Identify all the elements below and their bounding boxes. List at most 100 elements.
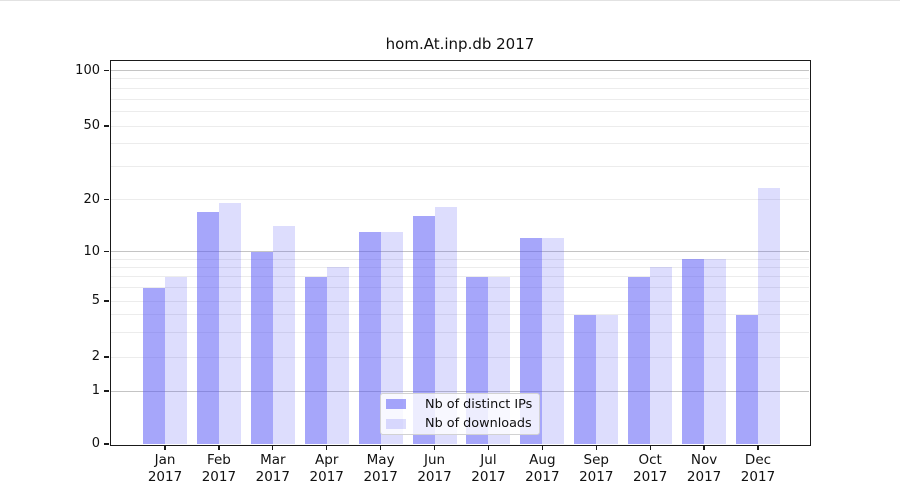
legend-label-distinct-ips: Nb of distinct IPs: [425, 396, 533, 412]
gridline-minor: [110, 110, 809, 112]
x-tick-year: 2017: [525, 468, 560, 485]
y-tick-label: 0: [91, 436, 100, 451]
x-tick-year: 2017: [417, 468, 452, 485]
x-tick-year: 2017: [632, 468, 668, 485]
bar-downloads: [326, 267, 349, 444]
gridline-major: [110, 251, 809, 252]
x-tick-month: Dec: [744, 452, 772, 468]
y-tick-label: 20: [83, 191, 100, 207]
x-tick-label-may: May 2017: [349, 452, 413, 485]
x-tick-label-jan: Jan 2017: [133, 452, 197, 485]
x-tick-mark: [649, 446, 651, 450]
x-tick-label-feb: Feb 2017: [187, 452, 251, 485]
bar-distinct-ips: [574, 314, 597, 444]
x-tick-mark: [541, 446, 543, 450]
gridline-minor: [110, 331, 809, 333]
bar-distinct-ips: [628, 276, 651, 444]
chart-title: hom.At.inp.db 2017: [385, 35, 535, 53]
gridline-minor: [110, 314, 809, 316]
bar-distinct-ips: [520, 237, 543, 444]
legend-label-downloads: Nb of downloads: [425, 416, 532, 432]
x-tick-year: 2017: [471, 468, 506, 485]
x-tick-label-oct: Oct 2017: [618, 452, 682, 485]
x-tick-month: Oct: [638, 452, 662, 468]
x-tick-year: 2017: [255, 468, 290, 485]
bar-distinct-ips: [196, 211, 219, 444]
gridline-minor: [110, 125, 809, 127]
bar-downloads: [757, 188, 780, 444]
y-tick-label: 50: [83, 118, 100, 133]
bar-distinct-ips: [735, 314, 758, 444]
y-tick-mark: [104, 300, 109, 302]
x-tick-mark: [487, 446, 490, 450]
gridline-minor: [110, 356, 809, 358]
x-tick-mark: [326, 446, 328, 450]
y-tick-mark: [104, 390, 109, 392]
bar-downloads: [380, 231, 403, 444]
y-tick-label: 1: [91, 383, 100, 398]
gridline-minor: [110, 300, 809, 302]
x-tick-label-dec: Dec 2017: [726, 452, 790, 485]
x-tick-mark: [433, 446, 436, 450]
y-tick-label: 5: [91, 293, 100, 308]
x-tick-month: Jul: [480, 452, 497, 468]
legend-entry-downloads: Nb of downloads: [386, 416, 533, 433]
legend: Nb of distinct IPs Nb of downloads: [380, 393, 540, 435]
x-tick-year: 2017: [201, 468, 237, 485]
x-tick-label-nov: Nov 2017: [672, 452, 736, 485]
x-tick-month: Jan: [154, 452, 176, 468]
bar-distinct-ips: [304, 276, 327, 444]
x-tick-mark: [272, 446, 274, 450]
bar-distinct-ips: [412, 216, 435, 444]
gridline-minor: [110, 287, 809, 289]
x-tick-year: 2017: [363, 468, 398, 485]
x-tick-month: Jun: [423, 452, 446, 468]
x-tick-mark: [218, 446, 220, 450]
x-tick-label-apr: Apr 2017: [295, 452, 359, 485]
bar-downloads: [542, 237, 565, 444]
y-tick-mark: [104, 198, 109, 201]
gridline-minor: [110, 276, 809, 278]
x-tick-year: 2017: [740, 468, 776, 485]
gridline-minor: [110, 78, 809, 80]
x-tick-month: Sep: [583, 452, 609, 468]
bar-downloads: [650, 267, 673, 444]
x-tick-year: 2017: [579, 468, 614, 485]
x-tick-label-jul: Jul 2017: [456, 452, 520, 485]
bar-downloads: [272, 226, 295, 444]
x-tick-year: 2017: [309, 468, 344, 485]
y-tick-label: 2: [91, 349, 100, 364]
bar-distinct-ips: [358, 231, 381, 444]
x-tick-month: May: [366, 452, 395, 468]
y-tick-mark: [104, 356, 109, 358]
gridline-minor: [110, 87, 809, 89]
legend-swatch-distinct-ips: [386, 399, 406, 410]
x-tick-month: Nov: [690, 452, 718, 468]
legend-entry-distinct-ips: Nb of distinct IPs: [386, 396, 533, 413]
y-tick-mark: [104, 443, 109, 445]
gridline-minor: [110, 199, 809, 200]
legend-swatch-downloads: [386, 418, 406, 429]
y-tick-label: 10: [83, 243, 100, 259]
bar-downloads: [165, 276, 187, 444]
gridline-major: [110, 70, 809, 71]
x-tick-mark: [595, 446, 597, 450]
bar-distinct-ips: [143, 287, 165, 444]
x-tick-mark: [379, 446, 382, 450]
x-tick-year: 2017: [686, 468, 722, 485]
x-tick-month: Feb: [206, 452, 231, 468]
bar-distinct-ips: [250, 251, 273, 444]
x-tick-year: 2017: [147, 468, 183, 485]
gridline-minor: [110, 166, 809, 168]
x-tick-label-sep: Sep 2017: [564, 452, 628, 485]
bar-distinct-ips: [682, 259, 705, 444]
y-tick-mark: [104, 125, 109, 127]
x-tick-mark: [164, 446, 166, 450]
gridline-minor: [110, 266, 809, 268]
bar-downloads: [704, 259, 727, 444]
y-tick-mark: [104, 69, 109, 72]
x-tick-label-aug: Aug 2017: [510, 452, 574, 485]
gridline-minor: [110, 143, 809, 145]
x-tick-month: Mar: [260, 452, 286, 468]
